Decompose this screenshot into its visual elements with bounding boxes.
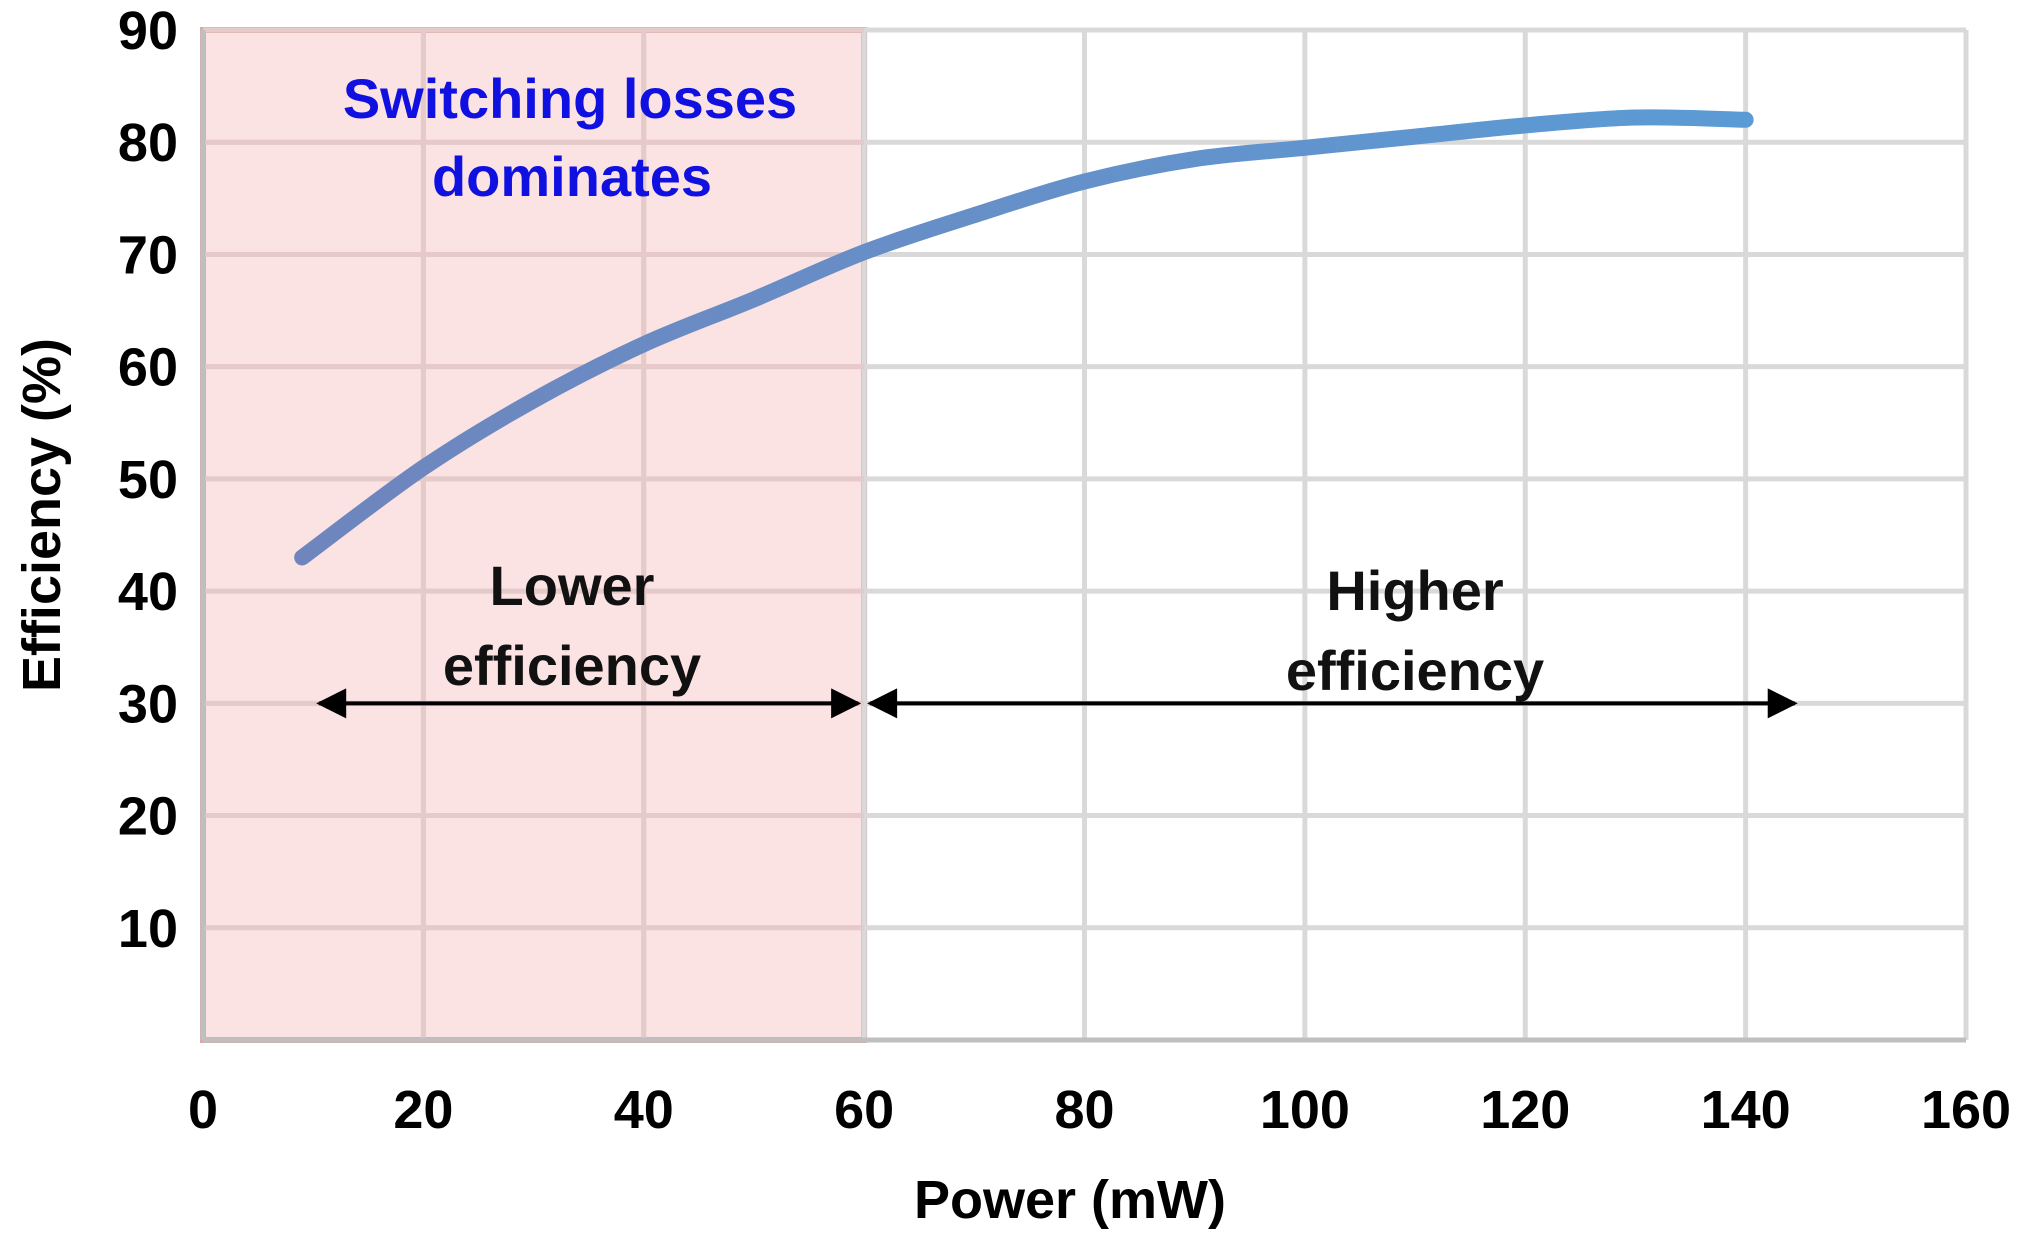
x-tick-label: 60 — [834, 1080, 894, 1140]
x-tick-labels: 0 20 40 60 80 100 120 140 160 — [188, 1080, 2011, 1140]
x-tick-label: 40 — [614, 1080, 674, 1140]
x-tick-label: 100 — [1260, 1080, 1350, 1140]
x-tick-label: 160 — [1921, 1080, 2011, 1140]
annotation-lower-line2: efficiency — [443, 634, 701, 697]
annotation-lower-line1: Lower — [490, 554, 655, 617]
y-tick-label: 10 — [118, 899, 178, 959]
x-tick-label: 20 — [393, 1080, 453, 1140]
y-tick-labels: 10 20 30 40 50 60 70 80 90 — [118, 1, 178, 959]
y-tick-label: 80 — [118, 113, 178, 173]
shaded-region-layer — [200, 27, 868, 1043]
x-tick-label: 80 — [1054, 1080, 1114, 1140]
annotation-switching-line2: dominates — [432, 145, 712, 208]
series-layer — [294, 109, 1754, 566]
annotation-higher-line1: Higher — [1326, 559, 1503, 622]
y-tick-label: 50 — [118, 450, 178, 510]
annotation-higher-line2: efficiency — [1286, 639, 1544, 702]
efficiency-curve — [294, 109, 1754, 566]
y-axis-title: Efficiency (%) — [12, 338, 72, 692]
x-tick-label: 0 — [188, 1080, 218, 1140]
annotation-switching-line1: Switching losses — [343, 67, 797, 130]
y-tick-label: 90 — [118, 1, 178, 61]
y-tick-label: 30 — [118, 674, 178, 734]
x-axis-title: Power (mW) — [914, 1170, 1226, 1230]
y-tick-label: 60 — [118, 338, 178, 398]
shaded-region-switching-losses — [200, 27, 868, 1043]
x-tick-label: 120 — [1480, 1080, 1570, 1140]
x-tick-label: 140 — [1701, 1080, 1791, 1140]
y-tick-label: 70 — [118, 225, 178, 285]
y-tick-label: 20 — [118, 787, 178, 847]
axis-layer — [200, 30, 1966, 1043]
y-tick-label: 40 — [118, 562, 178, 622]
grid-layer — [203, 27, 1969, 1040]
